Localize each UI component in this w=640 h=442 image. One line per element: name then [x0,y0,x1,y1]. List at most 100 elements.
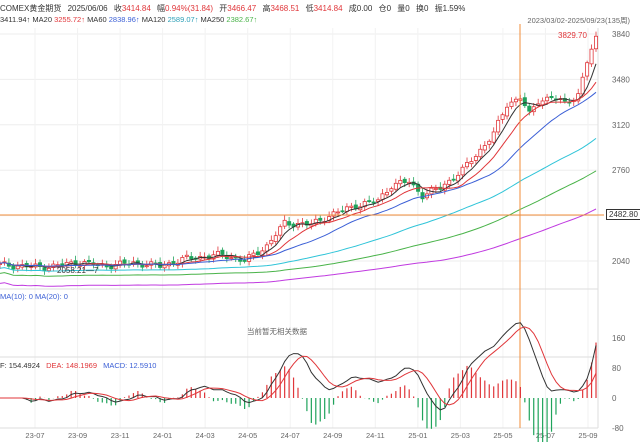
candle-body [73,260,78,267]
candle-body [522,97,527,107]
candle-body [500,114,505,120]
candle-body [580,76,585,95]
candle-body [376,199,381,202]
open-value: 3466.47 [227,4,257,13]
candle-body [287,221,292,226]
candle-body [15,265,20,270]
macd-diff-line [0,322,597,411]
ma20-label: MA20 [32,15,52,24]
turnover-label: 换 [415,4,424,13]
candle-body [402,178,407,183]
volume-legend: MA(10): 0 MA(20): 0 [0,292,68,301]
candle-body [393,182,398,190]
ma-long-line [0,208,597,287]
ma120-label: MA120 [141,15,166,24]
min-price-value: 2058.21 [57,266,86,275]
candle-body [278,226,283,236]
ma60-value: 2838.96↑ [108,15,140,24]
time-tick-label: 24-05 [238,431,257,440]
high-label: 高 [262,4,271,13]
open-label: 开 [219,4,228,13]
instrument-name: COMEX黄金期货 [0,4,62,13]
candle-body [242,259,247,262]
candle-body [251,252,256,256]
min-price-marker: 2058.21—7 [57,266,99,275]
ma60-label: MA60 [87,15,107,24]
candle-body [505,106,510,117]
ma60-line [0,91,597,267]
time-tick-label: 24-01 [153,431,172,440]
price-tick-label: 3840 [612,30,630,39]
macd-dea: DEA: 148.1969 [46,361,97,370]
time-tick-label: 23-09 [68,431,87,440]
candle-body [269,239,274,245]
candle-body [331,211,336,217]
time-tick-label: 24-07 [281,431,300,440]
candle-body [589,48,594,65]
candle-body [451,178,456,181]
candle-body [371,201,376,204]
candle-body [509,101,514,107]
macd-tick-label: 0 [612,394,617,403]
candle-body [469,161,474,165]
candle-body [420,192,425,200]
close-label: 收 [113,4,122,13]
candle-body [496,119,501,133]
macd-diff: F: 154.4924 [0,361,41,370]
high-value: 3468.51 [270,4,300,13]
hold-label: 仓 [378,4,387,13]
time-tick-label: 23-11 [111,431,130,440]
quote-date: 2025/06/06 [67,4,108,13]
candle-body [549,96,554,99]
candle-body [367,200,372,202]
time-tick-label: 24-09 [323,431,342,440]
candle-body [545,96,550,102]
ma5-line [0,63,597,268]
candle-body [327,216,332,222]
date-range: 2023/03/02-2025/09/23(135周) [527,16,630,25]
time-tick-label: 24-03 [196,431,215,440]
volume-label: 成 [348,4,357,13]
candle-body [473,156,478,161]
candle-body [11,265,16,270]
time-tick-label: 25-03 [451,431,470,440]
time-tick-label: 25-01 [408,431,427,440]
candle-body [184,254,189,257]
candle-body [180,257,185,264]
candle-body [336,211,341,214]
candle-body [456,174,461,182]
macd-value: MACD: 12.5910 [103,361,157,370]
candle-body [491,131,496,143]
candle-body [433,188,438,190]
time-tick-label: 25-09 [578,431,597,440]
candle-body [273,235,278,242]
amount-label: 量 [397,4,406,13]
ma250-label: MA250 [200,15,225,24]
crosshair-price-box: 2482.80 [606,209,640,220]
time-tick-label: 25-05 [493,431,512,440]
ma20-line [0,81,597,268]
macd-tick-label: 160 [612,334,626,343]
candle-body [38,262,43,267]
empty-volume-text: 当前暂无相关数据 [247,327,307,336]
change-label: 幅 [157,4,166,13]
candle-body [122,259,127,264]
time-tick-label: 23-07 [25,431,44,440]
candle-body [220,249,225,255]
candle-body [135,260,140,264]
candle-body [104,265,109,268]
candle-body [482,145,487,151]
candle-body [447,179,452,185]
candle-body [0,262,3,265]
ma5-value: 3411.94↑ [0,15,31,24]
ma250-line [0,170,597,277]
candle-body [362,201,367,208]
candle-body [340,210,345,213]
candle-body [264,244,269,252]
candle-body [282,219,287,227]
ma250-value: 2382.67↑ [226,15,258,24]
ma120-line [0,137,597,272]
price-tick-label: 2760 [612,166,630,175]
amplitude-value: 1.59% [442,4,466,13]
